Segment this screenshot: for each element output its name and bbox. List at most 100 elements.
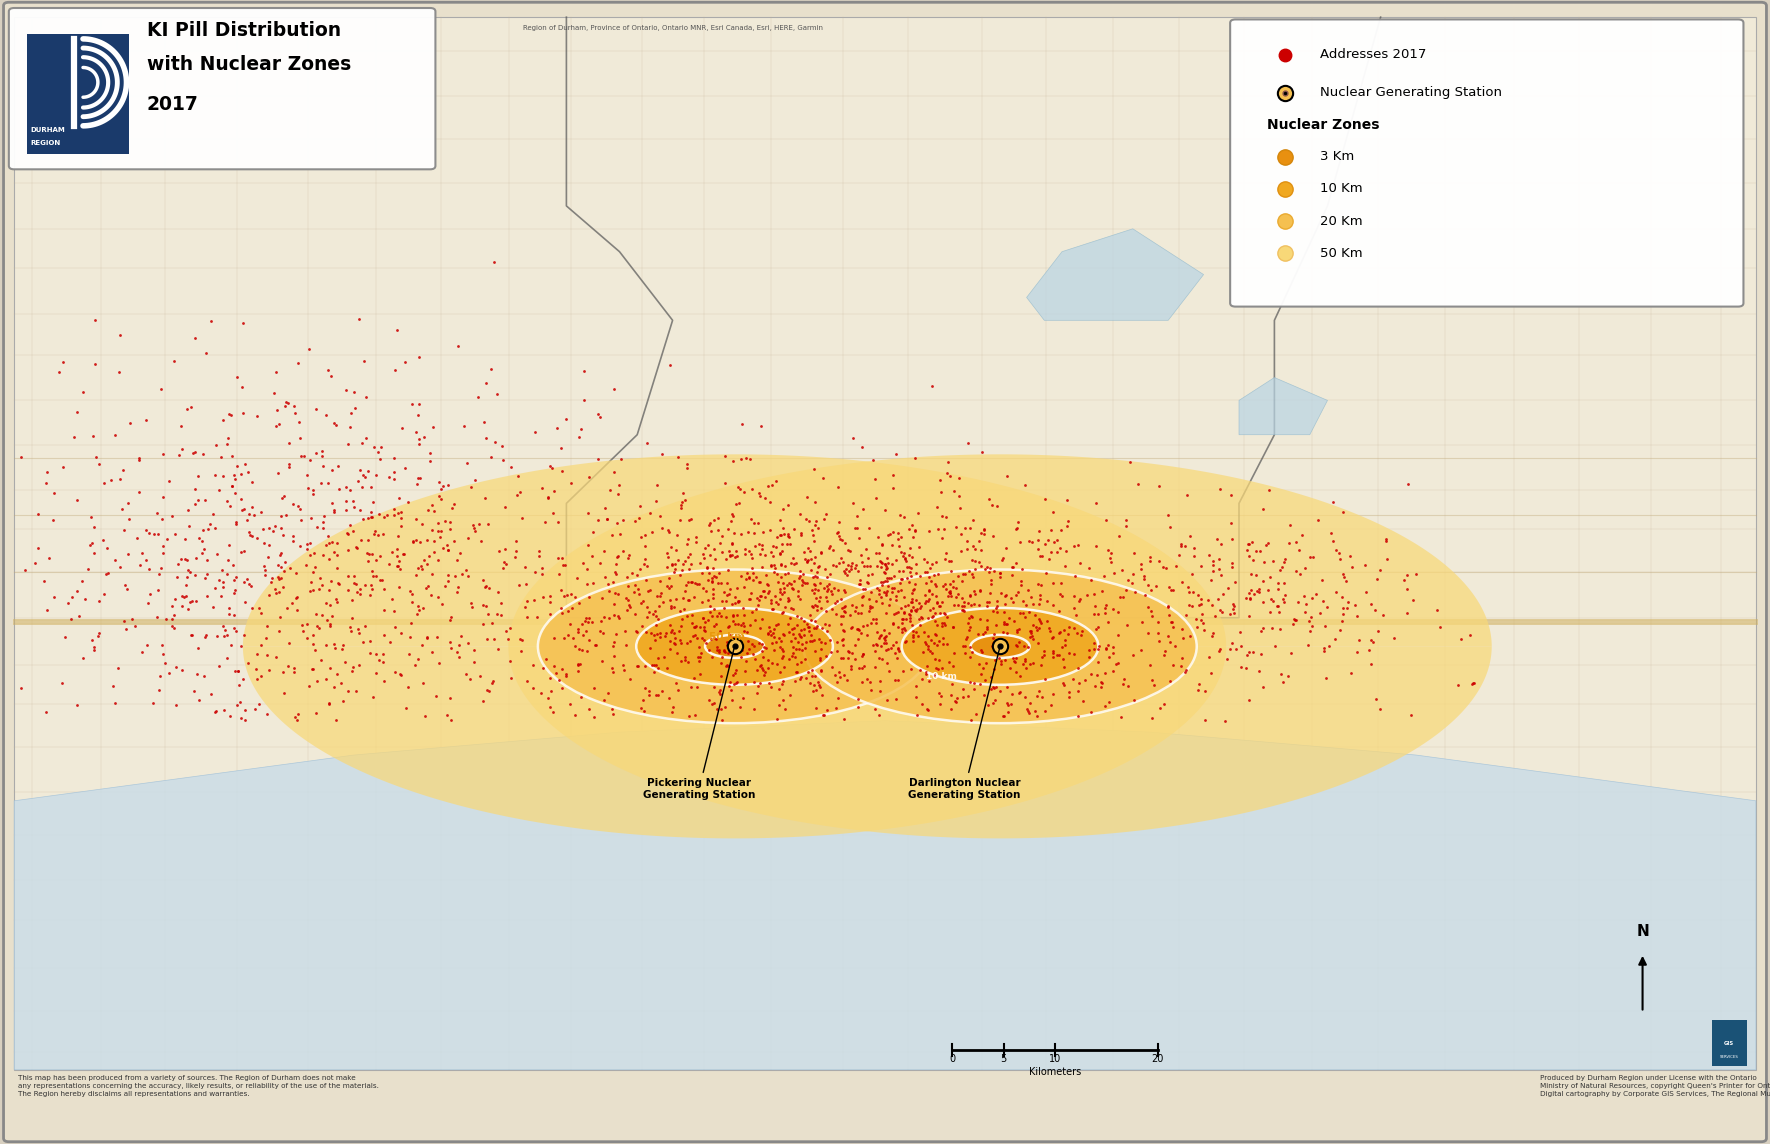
Point (1000, 612, 1028, 630)
Point (719, 606, 747, 625)
Point (802, 589, 830, 607)
Point (800, 597, 828, 615)
Point (533, 487, 561, 506)
Point (689, 609, 717, 627)
Point (549, 549, 577, 567)
Point (972, 618, 1000, 636)
Point (644, 659, 673, 677)
Point (998, 557, 1027, 575)
Point (924, 684, 952, 702)
Point (1285, 565, 1313, 583)
Point (547, 438, 575, 456)
Point (1257, 590, 1285, 609)
Point (1398, 590, 1427, 609)
Point (881, 550, 910, 569)
Point (1150, 642, 1179, 660)
Point (1039, 628, 1067, 646)
Point (786, 523, 814, 541)
Point (729, 622, 758, 641)
Point (419, 532, 448, 550)
Point (866, 629, 894, 648)
Point (689, 629, 717, 648)
Point (704, 574, 733, 593)
Point (795, 664, 823, 682)
Point (878, 579, 906, 597)
Point (625, 585, 653, 603)
Point (340, 573, 368, 591)
Point (457, 594, 485, 612)
Point (1076, 571, 1104, 589)
Point (713, 635, 742, 653)
Point (41, 588, 69, 606)
Point (1050, 676, 1078, 694)
Point (899, 633, 927, 651)
Point (639, 656, 667, 674)
Text: Nuclear Zones: Nuclear Zones (1267, 118, 1381, 132)
Point (1175, 596, 1204, 614)
Point (802, 612, 830, 630)
Point (228, 500, 257, 518)
Point (722, 606, 750, 625)
Point (722, 547, 750, 565)
Point (427, 522, 455, 540)
Point (322, 710, 350, 729)
Point (389, 546, 418, 564)
Point (735, 639, 763, 658)
Point (1276, 516, 1304, 534)
Point (1140, 676, 1168, 694)
Point (993, 623, 1021, 642)
Point (278, 594, 306, 612)
Point (850, 557, 878, 575)
Point (1108, 588, 1136, 606)
Text: 2017: 2017 (147, 95, 198, 114)
Point (991, 615, 1020, 634)
Point (81, 355, 110, 373)
Point (225, 662, 253, 681)
Point (825, 554, 853, 572)
Point (667, 495, 696, 514)
Point (1297, 617, 1326, 635)
Point (358, 508, 386, 526)
Point (768, 526, 796, 545)
Point (260, 517, 289, 535)
Point (703, 700, 731, 718)
Point (402, 531, 430, 549)
Point (950, 593, 979, 611)
Point (269, 562, 297, 580)
Point (1209, 585, 1237, 603)
Point (1250, 619, 1278, 637)
Point (209, 578, 237, 596)
Point (280, 397, 308, 415)
Point (1027, 575, 1055, 594)
Point (1014, 638, 1043, 657)
Point (866, 585, 894, 603)
Point (1004, 519, 1032, 538)
Point (1025, 522, 1053, 540)
Point (287, 615, 315, 634)
Point (335, 566, 363, 585)
Point (1310, 638, 1338, 657)
Point (1112, 516, 1140, 534)
Point (770, 625, 798, 643)
Point (793, 553, 821, 571)
Point (181, 443, 209, 461)
Point (428, 539, 457, 557)
Point (846, 571, 874, 589)
Point (274, 658, 303, 676)
Point (212, 649, 241, 667)
Point (48, 458, 76, 476)
Point (919, 607, 947, 626)
Point (936, 581, 965, 599)
Point (935, 582, 963, 601)
Point (605, 476, 634, 494)
Point (1071, 672, 1099, 690)
Point (846, 574, 874, 593)
Point (796, 631, 825, 650)
Point (708, 543, 736, 562)
Point (1081, 537, 1110, 555)
Point (878, 569, 906, 587)
Point (736, 590, 765, 609)
Point (956, 637, 984, 656)
Point (237, 472, 266, 491)
Point (696, 641, 724, 659)
